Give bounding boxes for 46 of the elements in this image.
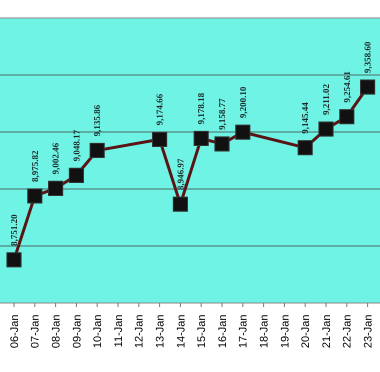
x-tick-label: 06-Jan [8,314,21,348]
data-label: 8,751.20 [9,214,19,246]
data-label: 9,200.10 [238,86,248,118]
x-tick-label: 20-Jan [300,314,312,348]
point [48,180,64,196]
data-label: 9,002.46 [50,142,61,174]
point [235,124,250,140]
x-tick-label: 15-Jan [196,314,208,348]
data-label: 8,975.82 [30,150,40,182]
x-tick-label: 14-Jan [175,314,188,348]
point [90,142,105,158]
x-tick-label: 17-Jan [238,314,250,348]
point [360,80,376,95]
x-tick-label: 21-Jan [320,314,333,348]
point [6,252,22,268]
x-tick-label: 18-Jan [258,314,270,348]
data-label: 9,048.17 [71,129,82,162]
x-tick-label: 16-Jan [216,314,229,348]
data-label: 9,135.86 [92,104,102,136]
point [27,188,42,204]
x-tick-label: 10-Jan [92,314,104,348]
x-tick-label: 19-Jan [279,314,292,348]
data-label: 8,946.97 [175,158,186,190]
data-label: 9,174.66 [154,93,165,126]
data-label: 9,254.61 [342,70,352,103]
data-label: 9,211.02 [321,84,331,116]
point [68,168,84,183]
point [214,136,230,152]
x-tick-label: 12-Jan [134,314,146,348]
data-label: 9,358.60 [362,41,373,74]
data-label: 9,178.18 [196,92,206,124]
point [194,130,209,146]
data-label: 9,158.77 [217,98,227,130]
point [172,196,188,212]
x-tick-label: 11-Jan [112,314,125,348]
x-tick-label: 22-Jan [342,314,354,348]
x-tick-label: 08-Jan [50,314,62,348]
point [298,140,313,156]
point [152,132,168,147]
point [318,121,334,137]
x-tick-label: 09-Jan [71,314,84,348]
x-tick-label: 13-Jan [154,314,166,348]
x-tick-label: 23-Jan [362,314,374,348]
data-label: 9,145.44 [300,102,310,134]
point [339,109,354,124]
x-tick-label: 07-Jan [30,314,42,348]
